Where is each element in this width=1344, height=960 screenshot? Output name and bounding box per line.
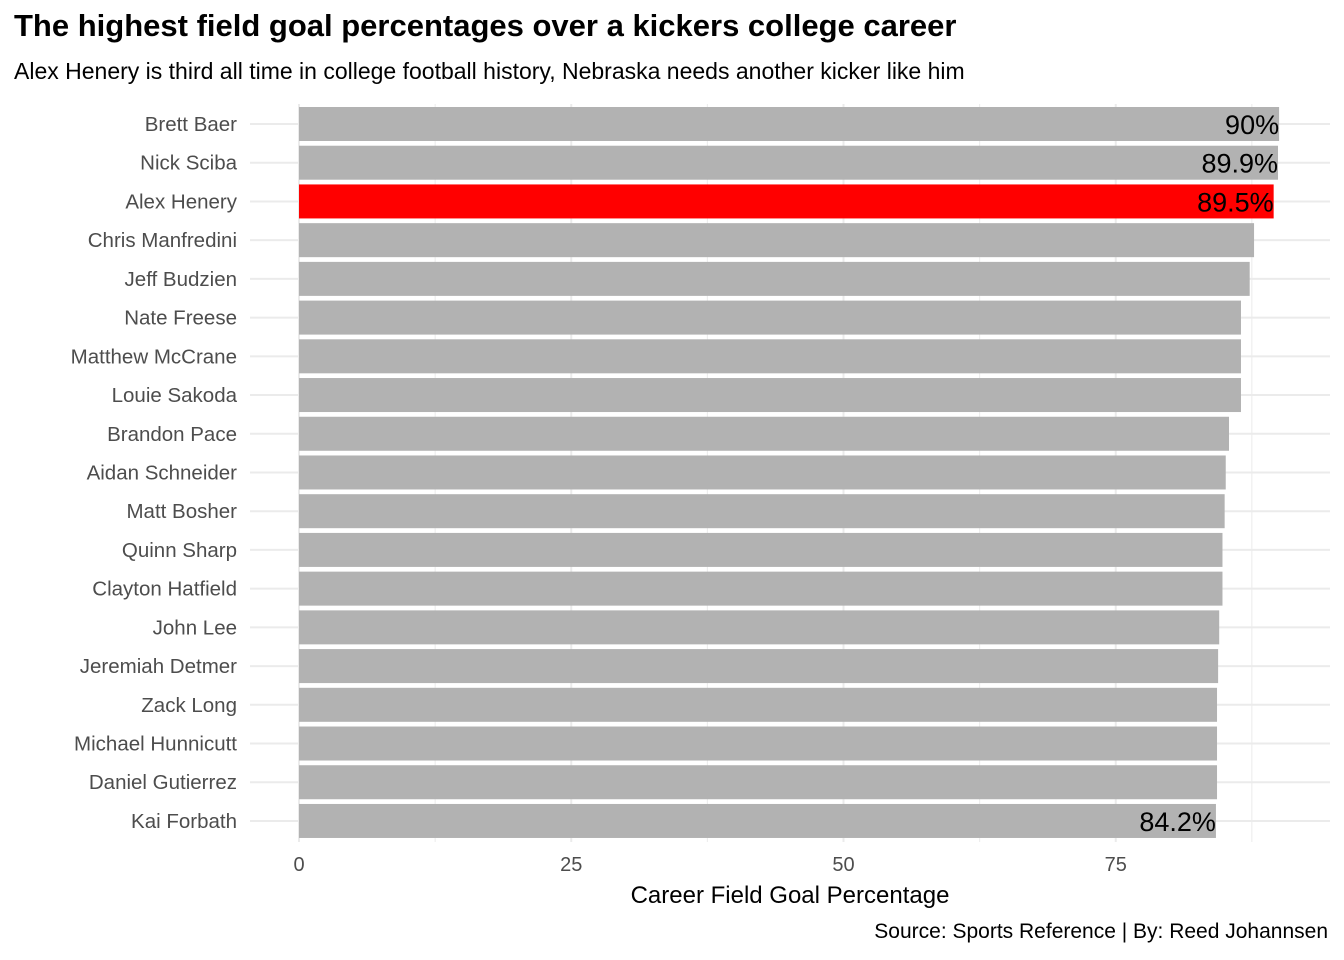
bar [299, 416, 1230, 451]
x-axis-title: Career Field Goal Percentage [631, 882, 950, 909]
bar [299, 765, 1218, 800]
category-label: Clayton Hatfield [92, 578, 237, 601]
x-tick-label: 25 [560, 854, 582, 876]
data-label: 89.9% [1201, 149, 1278, 179]
category-label: Michael Hunnicutt [74, 733, 237, 756]
x-tick-label: 75 [1105, 854, 1127, 876]
category-label: Louie Sakoda [112, 384, 238, 407]
category-label: Daniel Gutierrez [89, 771, 237, 794]
bar [299, 687, 1218, 722]
bar [299, 223, 1255, 258]
bar [299, 300, 1241, 335]
x-tick-label: 50 [832, 854, 854, 876]
category-label: Nick Sciba [140, 152, 237, 175]
bar [299, 494, 1225, 529]
bar [299, 339, 1241, 374]
data-labels: 90% 89.9% 89.5% 84.2% [1139, 110, 1279, 837]
bar [299, 378, 1241, 413]
category-label: Zack Long [141, 694, 237, 717]
bar [299, 610, 1220, 645]
chart-subtitle: Alex Henery is third all time in college… [14, 58, 965, 84]
category-label: Alex Henery [125, 190, 237, 213]
chart-title: The highest field goal percentages over … [14, 8, 957, 43]
category-label: Quinn Sharp [122, 539, 237, 562]
x-tick-label: 0 [293, 854, 304, 876]
category-label: Matt Bosher [126, 500, 237, 523]
bar [299, 571, 1223, 606]
category-label: Jeff Budzien [125, 268, 237, 291]
data-label: 84.2% [1139, 807, 1216, 837]
category-label: John Lee [153, 616, 237, 639]
category-label: Aidan Schneider [87, 461, 238, 484]
bar [299, 261, 1250, 296]
bar [299, 455, 1226, 490]
category-label: Chris Manfredini [88, 229, 237, 252]
chart-caption: Source: Sports Reference | By: Reed Joha… [874, 920, 1328, 943]
bar [299, 649, 1219, 684]
x-tick-labels: 0 25 50 75 [293, 854, 1126, 876]
category-label: Matthew McCrane [71, 345, 237, 368]
category-label: Jeremiah Detmer [80, 655, 237, 678]
category-label: Brandon Pace [107, 423, 237, 446]
data-label: 90% [1225, 110, 1279, 140]
bar [299, 726, 1218, 761]
bars [299, 107, 1280, 838]
category-labels: Brett Baer Nick Sciba Alex Henery Chris Man… [71, 113, 238, 833]
bar [299, 532, 1223, 567]
bar [299, 184, 1274, 219]
bar [299, 803, 1216, 838]
bar [299, 107, 1280, 141]
data-label: 89.5% [1197, 187, 1274, 217]
category-label: Nate Freese [124, 307, 237, 330]
category-label: Brett Baer [145, 113, 237, 136]
bar [299, 145, 1279, 180]
category-label: Kai Forbath [131, 810, 237, 833]
